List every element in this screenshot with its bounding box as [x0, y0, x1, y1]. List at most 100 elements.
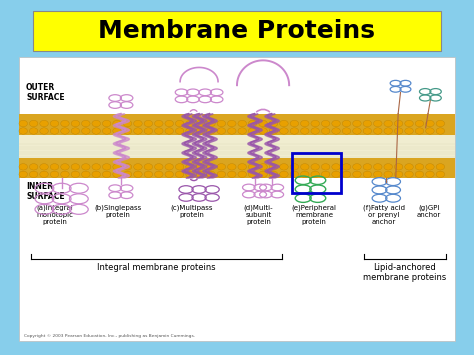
Circle shape: [61, 120, 69, 127]
Circle shape: [269, 120, 278, 127]
Circle shape: [71, 120, 80, 127]
Circle shape: [384, 120, 392, 127]
Circle shape: [196, 171, 205, 178]
Circle shape: [123, 171, 132, 178]
Circle shape: [353, 171, 361, 178]
Circle shape: [82, 164, 90, 170]
Circle shape: [238, 120, 246, 127]
Circle shape: [19, 120, 27, 127]
Circle shape: [29, 128, 38, 134]
Circle shape: [426, 120, 434, 127]
Circle shape: [228, 120, 236, 127]
Circle shape: [82, 120, 90, 127]
Circle shape: [415, 171, 424, 178]
Circle shape: [248, 128, 257, 134]
Circle shape: [82, 171, 90, 178]
Circle shape: [134, 128, 142, 134]
Circle shape: [40, 128, 48, 134]
Circle shape: [280, 164, 288, 170]
Circle shape: [113, 120, 121, 127]
Text: Lipid-anchored
membrane proteins: Lipid-anchored membrane proteins: [363, 263, 447, 282]
Circle shape: [394, 120, 403, 127]
Circle shape: [311, 164, 319, 170]
Circle shape: [405, 120, 413, 127]
Circle shape: [311, 120, 319, 127]
Circle shape: [113, 171, 121, 178]
Text: (f)Fatty acid
or prenyl
anchor: (f)Fatty acid or prenyl anchor: [363, 204, 405, 225]
Text: Membrane Proteins: Membrane Proteins: [99, 18, 375, 43]
Circle shape: [186, 171, 194, 178]
Circle shape: [113, 164, 121, 170]
Text: Integral membrane proteins: Integral membrane proteins: [97, 263, 216, 272]
Circle shape: [332, 120, 340, 127]
Text: (c)Multipass
protein: (c)Multipass protein: [171, 204, 213, 218]
Circle shape: [102, 171, 111, 178]
Circle shape: [280, 120, 288, 127]
Circle shape: [426, 128, 434, 134]
Circle shape: [301, 128, 309, 134]
Circle shape: [301, 164, 309, 170]
Circle shape: [196, 120, 205, 127]
Text: INNER
SURFACE: INNER SURFACE: [26, 182, 64, 201]
Circle shape: [248, 164, 257, 170]
Circle shape: [186, 164, 194, 170]
Circle shape: [353, 120, 361, 127]
Circle shape: [384, 171, 392, 178]
Circle shape: [311, 171, 319, 178]
Circle shape: [175, 120, 184, 127]
Circle shape: [415, 120, 424, 127]
Circle shape: [19, 164, 27, 170]
Circle shape: [217, 128, 226, 134]
Circle shape: [186, 128, 194, 134]
Circle shape: [165, 164, 173, 170]
Circle shape: [405, 164, 413, 170]
Circle shape: [217, 171, 226, 178]
Circle shape: [342, 120, 351, 127]
Circle shape: [290, 171, 299, 178]
FancyBboxPatch shape: [33, 11, 441, 51]
Circle shape: [259, 164, 267, 170]
Circle shape: [123, 120, 132, 127]
Circle shape: [175, 171, 184, 178]
Circle shape: [144, 120, 153, 127]
Text: (d)Multi-
subunit
protein: (d)Multi- subunit protein: [244, 204, 273, 225]
Circle shape: [217, 164, 226, 170]
Circle shape: [259, 120, 267, 127]
Circle shape: [426, 164, 434, 170]
Circle shape: [196, 128, 205, 134]
Circle shape: [29, 171, 38, 178]
Circle shape: [134, 164, 142, 170]
Circle shape: [415, 128, 424, 134]
Circle shape: [363, 171, 372, 178]
Text: OUTER
SURFACE: OUTER SURFACE: [26, 83, 64, 102]
Circle shape: [415, 164, 424, 170]
Circle shape: [248, 171, 257, 178]
Circle shape: [321, 128, 330, 134]
Text: (b)Singlepass
protein: (b)Singlepass protein: [94, 204, 141, 218]
Text: (a)Integral
monotopic
protein: (a)Integral monotopic protein: [36, 204, 73, 225]
Circle shape: [436, 164, 445, 170]
Circle shape: [61, 128, 69, 134]
Circle shape: [321, 120, 330, 127]
Circle shape: [394, 171, 403, 178]
Circle shape: [280, 128, 288, 134]
Circle shape: [342, 128, 351, 134]
Circle shape: [363, 120, 372, 127]
Circle shape: [186, 120, 194, 127]
Circle shape: [238, 171, 246, 178]
Circle shape: [144, 164, 153, 170]
Circle shape: [228, 164, 236, 170]
Circle shape: [384, 128, 392, 134]
Bar: [19, 114, 455, 135]
Circle shape: [436, 128, 445, 134]
Circle shape: [290, 120, 299, 127]
Circle shape: [238, 128, 246, 134]
Circle shape: [207, 128, 215, 134]
Circle shape: [82, 128, 90, 134]
Circle shape: [40, 120, 48, 127]
Circle shape: [394, 164, 403, 170]
Circle shape: [311, 128, 319, 134]
Circle shape: [134, 120, 142, 127]
FancyBboxPatch shape: [19, 57, 455, 341]
Circle shape: [248, 120, 257, 127]
